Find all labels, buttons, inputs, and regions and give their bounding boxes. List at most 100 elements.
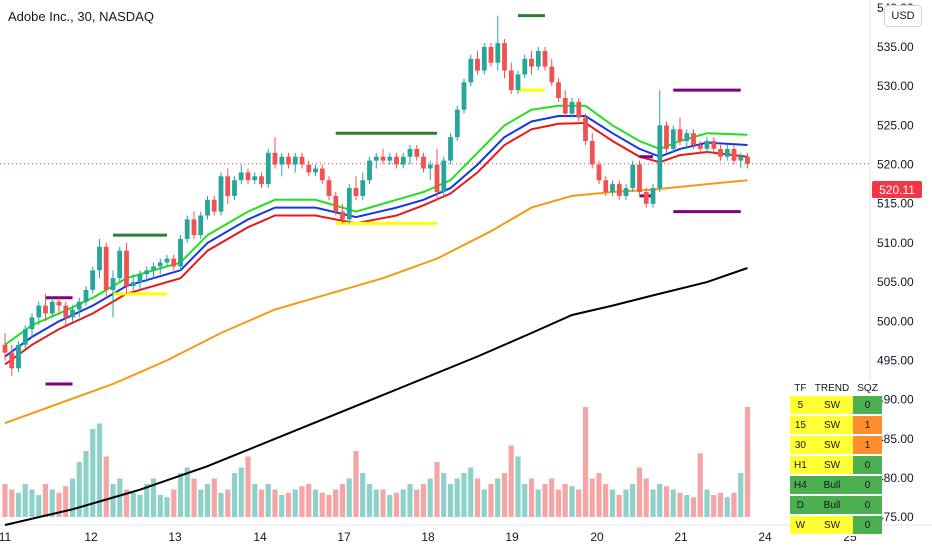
- candle: [535, 47, 541, 71]
- moving-averages: [4, 104, 748, 526]
- candle: [137, 270, 143, 290]
- volume-bar: [204, 484, 211, 517]
- volume-bar: [63, 486, 69, 517]
- volume-bar: [495, 478, 501, 517]
- volume-bar: [69, 478, 76, 517]
- table-row: 15 SW 1: [790, 415, 882, 436]
- candle: [76, 297, 82, 318]
- candle: [448, 133, 453, 165]
- price-tick-label: 510.00: [877, 236, 914, 250]
- time-tick-label: 17: [337, 530, 351, 544]
- tf-cell: D: [790, 495, 811, 516]
- trend-cell: Bull: [810, 495, 854, 516]
- time-tick-label: 20: [590, 530, 604, 544]
- volume-bar: [697, 453, 703, 517]
- volume-bar: [211, 478, 217, 517]
- candle: [704, 137, 710, 153]
- tf-cell: H1: [790, 455, 811, 476]
- sqz-cell: 0: [853, 396, 882, 416]
- candle: [724, 144, 730, 161]
- volume-bar: [326, 495, 332, 517]
- tf-cell: W: [790, 515, 811, 536]
- volume-bar: [636, 467, 643, 517]
- trend-cell: SW: [810, 435, 854, 456]
- candle: [589, 133, 595, 169]
- trend-cell: SW: [810, 455, 854, 476]
- volume-bar: [738, 473, 744, 517]
- candle: [643, 188, 649, 208]
- candle: [441, 156, 447, 196]
- moving-average-line: [4, 104, 748, 346]
- volume-bar: [400, 489, 406, 517]
- volume-bar: [434, 462, 440, 517]
- volume-bar: [630, 484, 636, 517]
- candle: [583, 113, 588, 145]
- volume-bar: [717, 492, 724, 517]
- volume-bar: [468, 467, 474, 517]
- volume-bar: [744, 407, 751, 517]
- price-tick-label: 495.00: [877, 353, 914, 367]
- candle: [49, 297, 55, 318]
- volume-bar: [360, 473, 366, 517]
- candle: [22, 325, 28, 349]
- candle: [171, 254, 177, 271]
- price-tick-label: 530.00: [877, 79, 914, 93]
- volume-bar: [704, 489, 710, 517]
- candle: [272, 137, 278, 169]
- time-tick-label: 21: [674, 530, 688, 544]
- candle: [731, 144, 737, 165]
- candle: [468, 54, 474, 87]
- moving-average-line: [4, 179, 748, 425]
- volume-bar: [576, 489, 582, 517]
- volume-bar: [474, 478, 481, 517]
- sqz-cell: 1: [853, 415, 882, 436]
- candle: [650, 184, 656, 208]
- volume-bar: [528, 478, 535, 517]
- volume-bar: [569, 486, 575, 517]
- volume-bar: [198, 489, 204, 517]
- candle: [164, 254, 170, 267]
- volume-bar: [447, 484, 454, 517]
- candle: [252, 172, 258, 185]
- candle: [549, 58, 555, 87]
- candle: [63, 301, 69, 326]
- candle: [603, 176, 609, 196]
- currency-button[interactable]: USD: [884, 5, 922, 27]
- volume-bar: [171, 489, 177, 517]
- candle: [333, 191, 339, 216]
- volume-bar: [623, 489, 629, 517]
- candle: [454, 105, 460, 142]
- candle: [556, 78, 561, 102]
- candle: [400, 152, 406, 169]
- volume-bar: [603, 484, 609, 517]
- candle: [529, 50, 534, 75]
- volume-bar: [177, 473, 184, 517]
- volume-bar: [306, 484, 312, 517]
- volume-bar: [508, 445, 514, 517]
- table-row: D Bull 0: [790, 495, 882, 516]
- candle: [70, 305, 75, 322]
- volume-bar: [103, 456, 109, 517]
- candle: [144, 266, 150, 283]
- candle: [623, 184, 629, 200]
- sqz-cell: 0: [853, 515, 882, 536]
- volume-bar: [164, 497, 170, 517]
- candle: [610, 180, 615, 196]
- volume-bar: [582, 407, 589, 517]
- timeframe-table: TF TREND SQZ 5 SW 0 15 SW 1 30 SW 1 H1 SW 0 H4 Bull 0 D…: [790, 381, 882, 536]
- volume-bar: [144, 484, 150, 517]
- volume-bar: [387, 495, 393, 517]
- volume-bar: [150, 478, 157, 517]
- volume-bar: [245, 456, 251, 517]
- candle: [103, 242, 109, 298]
- candle: [245, 168, 251, 185]
- chart-title: Adobe Inc., 30, NASDAQ: [8, 9, 154, 24]
- header-trend: TREND: [810, 381, 854, 396]
- volume-bar: [542, 484, 548, 517]
- header-tf: TF: [790, 381, 811, 396]
- volume-bar: [501, 473, 508, 517]
- table-row: H4 Bull 0: [790, 475, 882, 496]
- time-tick-label: 13: [168, 530, 182, 544]
- candle: [56, 297, 62, 314]
